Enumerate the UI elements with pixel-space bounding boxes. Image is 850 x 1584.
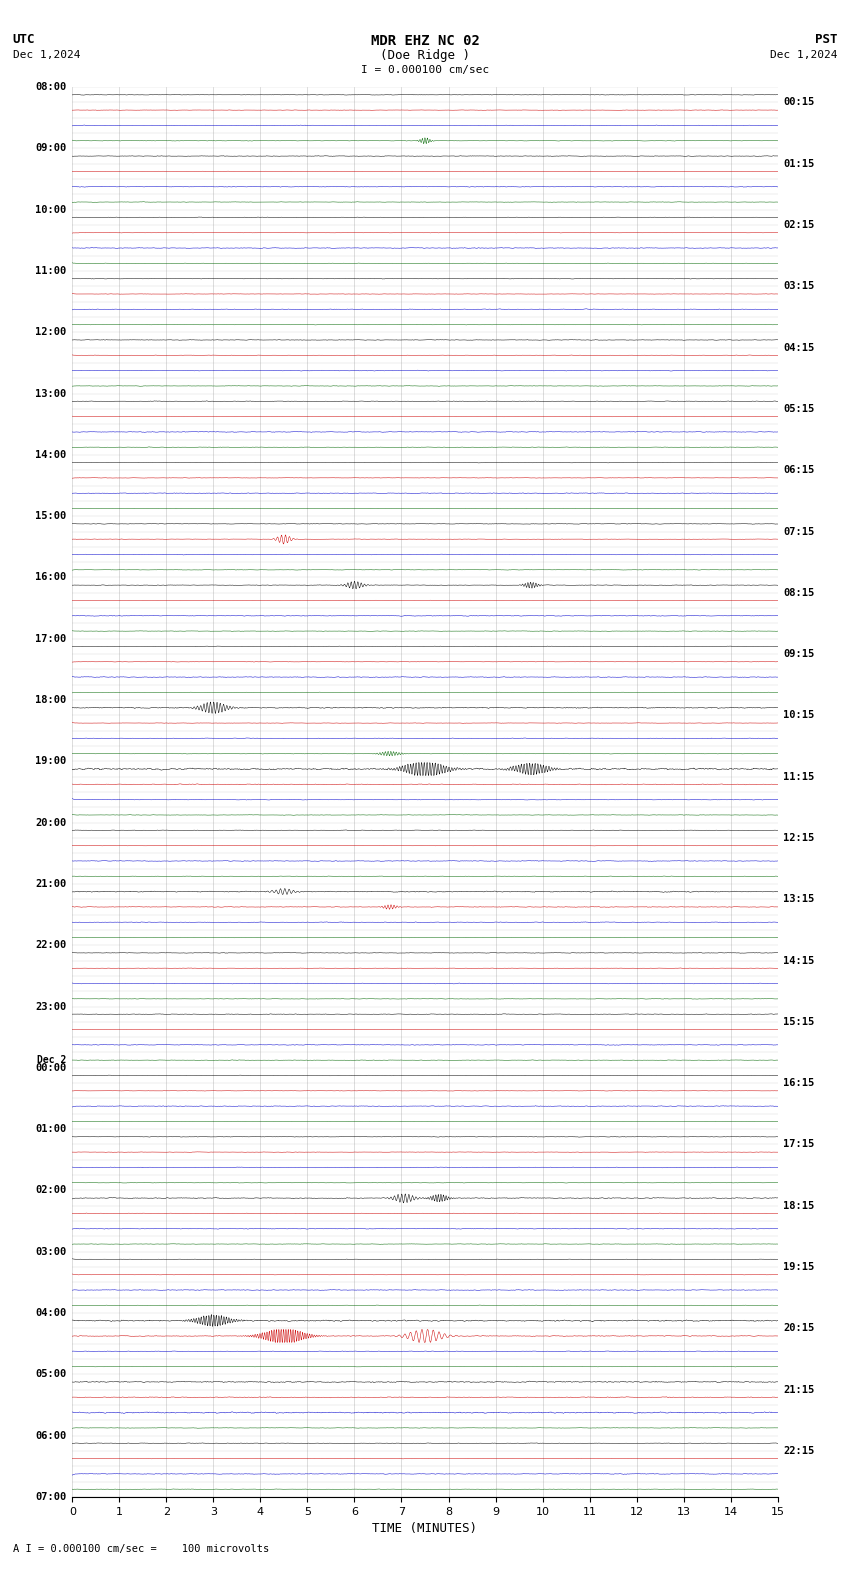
Text: 01:00: 01:00 (36, 1125, 66, 1134)
Text: 13:00: 13:00 (36, 388, 66, 399)
Text: UTC: UTC (13, 33, 35, 46)
Text: 23:00: 23:00 (36, 1001, 66, 1012)
Text: 04:15: 04:15 (784, 342, 814, 353)
Text: 00:15: 00:15 (784, 98, 814, 108)
Text: 21:00: 21:00 (36, 879, 66, 889)
Text: 03:00: 03:00 (36, 1247, 66, 1256)
Text: 08:15: 08:15 (784, 588, 814, 597)
Text: Dec 1,2024: Dec 1,2024 (13, 51, 80, 60)
Text: 02:15: 02:15 (784, 220, 814, 230)
Text: 16:15: 16:15 (784, 1079, 814, 1088)
Text: 02:00: 02:00 (36, 1185, 66, 1196)
Text: 11:15: 11:15 (784, 771, 814, 781)
Text: Dec 2: Dec 2 (37, 1055, 66, 1064)
Text: 19:00: 19:00 (36, 756, 66, 767)
Text: 14:15: 14:15 (784, 955, 814, 966)
Text: 08:00: 08:00 (36, 82, 66, 92)
Text: 06:00: 06:00 (36, 1430, 66, 1440)
Text: 09:15: 09:15 (784, 649, 814, 659)
Text: 07:15: 07:15 (784, 526, 814, 537)
Text: 05:00: 05:00 (36, 1369, 66, 1380)
Text: (Doe Ridge ): (Doe Ridge ) (380, 49, 470, 62)
Text: PST: PST (815, 33, 837, 46)
Text: 01:15: 01:15 (784, 158, 814, 169)
Text: 17:00: 17:00 (36, 634, 66, 643)
Text: I = 0.000100 cm/sec: I = 0.000100 cm/sec (361, 65, 489, 74)
Text: 21:15: 21:15 (784, 1384, 814, 1394)
Text: 15:00: 15:00 (36, 512, 66, 521)
Text: 09:00: 09:00 (36, 144, 66, 154)
Text: 04:00: 04:00 (36, 1308, 66, 1318)
Text: 17:15: 17:15 (784, 1139, 814, 1150)
Text: 22:00: 22:00 (36, 941, 66, 950)
Text: Dec 1,2024: Dec 1,2024 (770, 51, 837, 60)
Text: 05:15: 05:15 (784, 404, 814, 413)
Text: 13:15: 13:15 (784, 895, 814, 904)
Text: 18:00: 18:00 (36, 695, 66, 705)
Text: 11:00: 11:00 (36, 266, 66, 276)
Text: 00:00: 00:00 (36, 1063, 66, 1072)
Text: 06:15: 06:15 (784, 466, 814, 475)
Text: 20:15: 20:15 (784, 1323, 814, 1334)
Text: 18:15: 18:15 (784, 1201, 814, 1210)
Text: 22:15: 22:15 (784, 1446, 814, 1456)
X-axis label: TIME (MINUTES): TIME (MINUTES) (372, 1522, 478, 1535)
Text: 20:00: 20:00 (36, 817, 66, 828)
Text: 14:00: 14:00 (36, 450, 66, 459)
Text: 19:15: 19:15 (784, 1262, 814, 1272)
Text: A I = 0.000100 cm/sec =    100 microvolts: A I = 0.000100 cm/sec = 100 microvolts (13, 1544, 269, 1554)
Text: 15:15: 15:15 (784, 1017, 814, 1026)
Text: MDR EHZ NC 02: MDR EHZ NC 02 (371, 35, 479, 48)
Text: 12:00: 12:00 (36, 328, 66, 337)
Text: 03:15: 03:15 (784, 282, 814, 291)
Text: 10:00: 10:00 (36, 204, 66, 215)
Text: 10:15: 10:15 (784, 710, 814, 721)
Text: 16:00: 16:00 (36, 572, 66, 583)
Text: 07:00: 07:00 (36, 1492, 66, 1502)
Text: 12:15: 12:15 (784, 833, 814, 843)
